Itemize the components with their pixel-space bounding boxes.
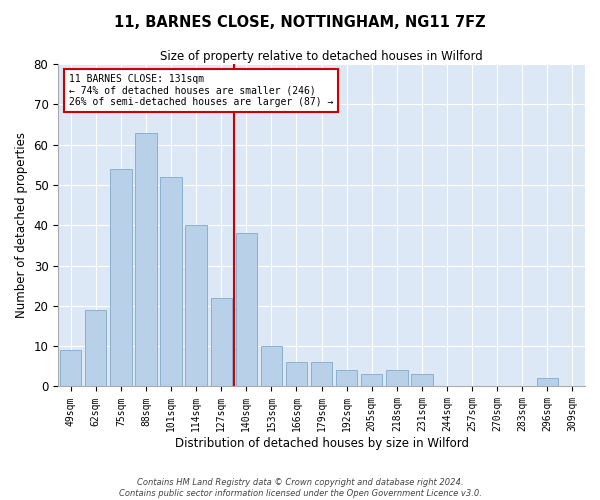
- Y-axis label: Number of detached properties: Number of detached properties: [15, 132, 28, 318]
- Bar: [411, 374, 433, 386]
- Bar: [336, 370, 358, 386]
- Bar: [60, 350, 82, 387]
- Bar: [386, 370, 407, 386]
- Text: Contains HM Land Registry data © Crown copyright and database right 2024.
Contai: Contains HM Land Registry data © Crown c…: [119, 478, 481, 498]
- Bar: [160, 177, 182, 386]
- Bar: [361, 374, 382, 386]
- Bar: [135, 132, 157, 386]
- Bar: [236, 234, 257, 386]
- Bar: [261, 346, 282, 387]
- Bar: [311, 362, 332, 386]
- Bar: [185, 226, 207, 386]
- Title: Size of property relative to detached houses in Wilford: Size of property relative to detached ho…: [160, 50, 483, 63]
- X-axis label: Distribution of detached houses by size in Wilford: Distribution of detached houses by size …: [175, 437, 469, 450]
- Text: 11, BARNES CLOSE, NOTTINGHAM, NG11 7FZ: 11, BARNES CLOSE, NOTTINGHAM, NG11 7FZ: [114, 15, 486, 30]
- Bar: [110, 169, 131, 386]
- Bar: [537, 378, 558, 386]
- Text: 11 BARNES CLOSE: 131sqm
← 74% of detached houses are smaller (246)
26% of semi-d: 11 BARNES CLOSE: 131sqm ← 74% of detache…: [68, 74, 333, 107]
- Bar: [211, 298, 232, 386]
- Bar: [85, 310, 106, 386]
- Bar: [286, 362, 307, 386]
